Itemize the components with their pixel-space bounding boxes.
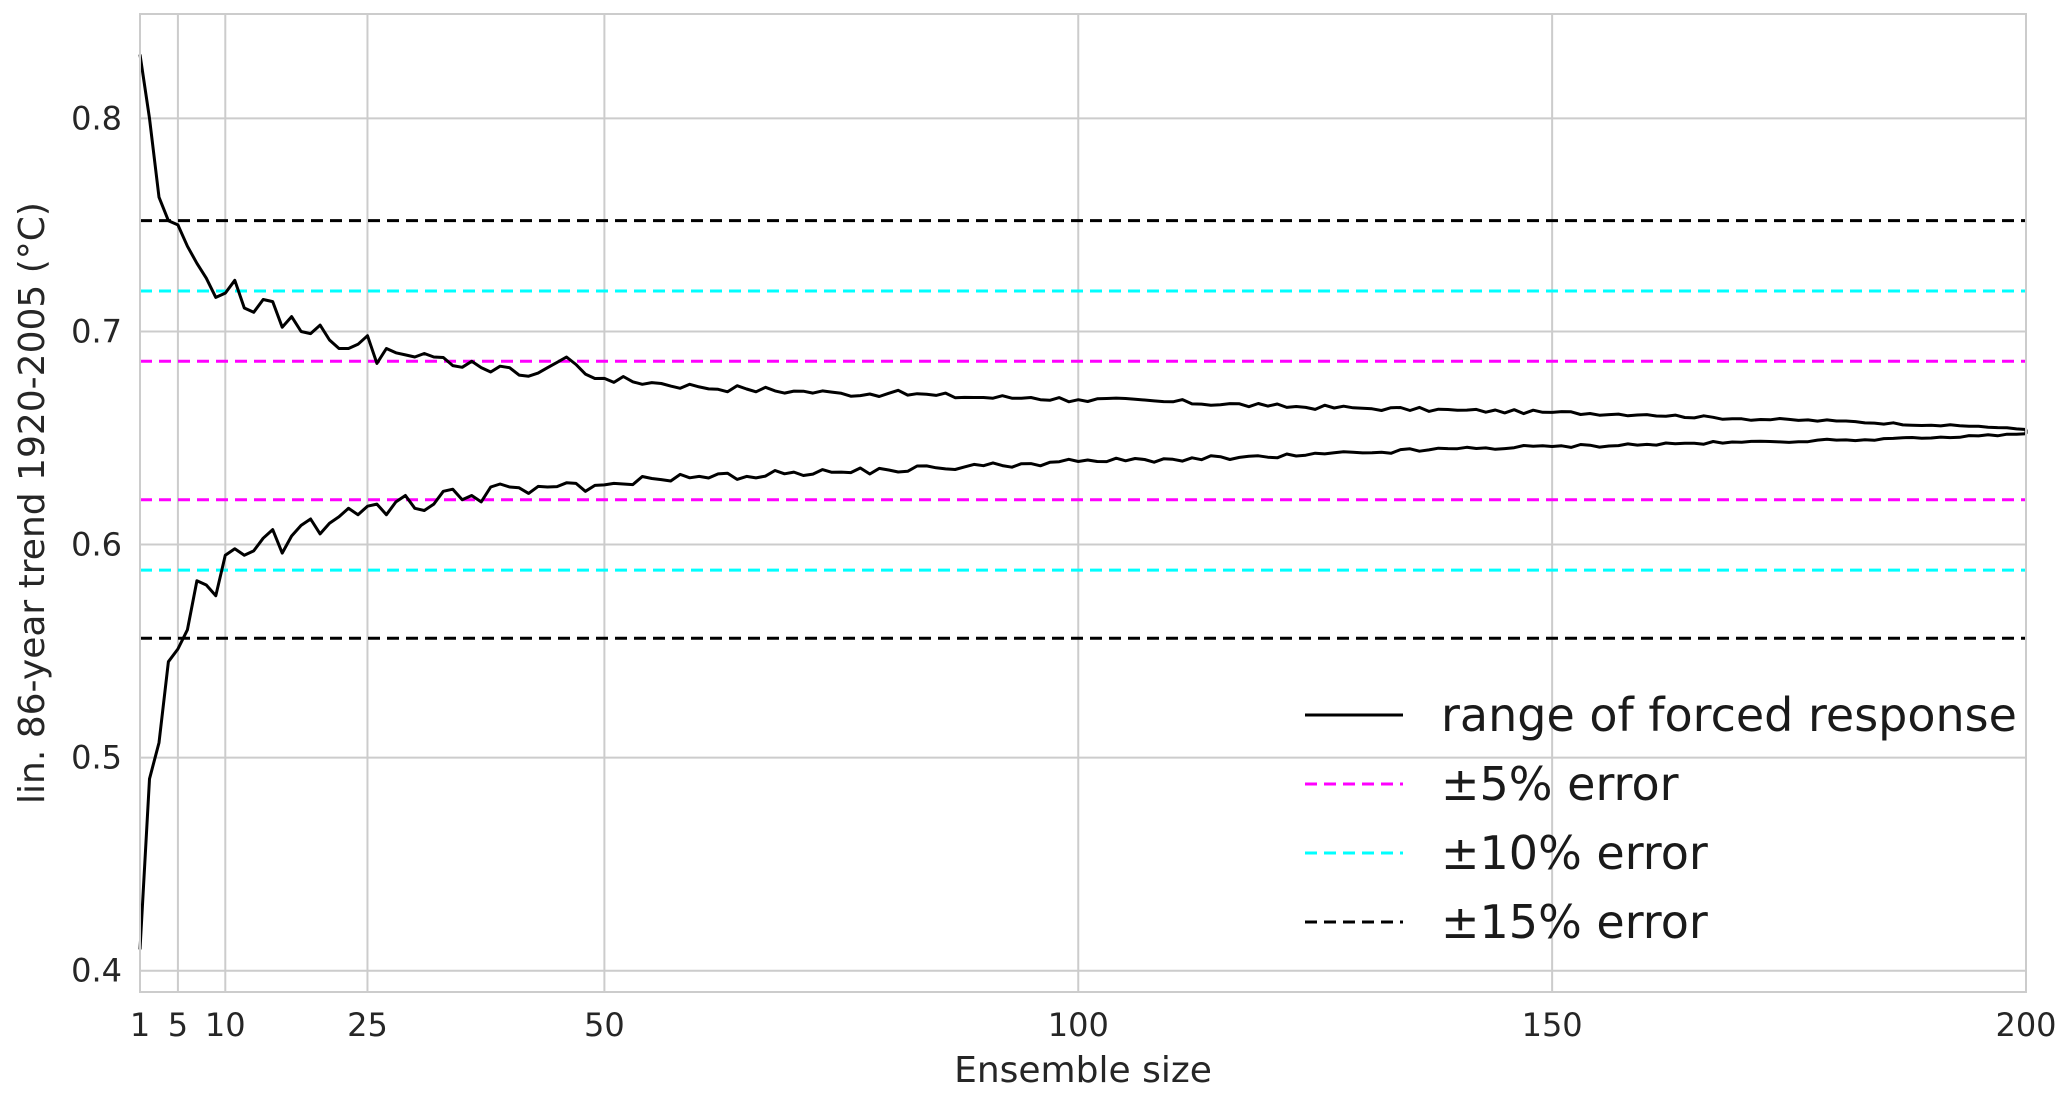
reference-lines	[140, 219, 2026, 640]
x-tick-label: 5	[168, 1006, 188, 1044]
x-tick-label: 150	[1522, 1006, 1583, 1044]
legend-label: ±5% error	[1441, 757, 1679, 811]
legend: range of forced response ±5% error ±10% er…	[1305, 688, 2017, 949]
y-tick-label: 0.7	[71, 312, 122, 350]
y-tick-label: 0.5	[71, 739, 122, 777]
x-tick-label: 10	[205, 1006, 246, 1044]
y-tick-labels: 0.4 0.5 0.6 0.7 0.8	[71, 99, 122, 989]
x-tick-label: 50	[584, 1006, 625, 1044]
lower-bound-line	[138, 432, 2027, 950]
y-tick-label: 0.8	[71, 99, 122, 137]
legend-label: ±15% error	[1441, 895, 1708, 949]
plot-frame	[139, 13, 2027, 993]
upper-bound-line	[138, 54, 2027, 431]
x-tick-label: 100	[1048, 1006, 1109, 1044]
legend-label: range of forced response	[1441, 688, 2017, 742]
grid	[139, 14, 2027, 992]
x-tick-label: 25	[347, 1006, 388, 1044]
x-tick-label: 1	[130, 1006, 150, 1044]
legend-label: ±10% error	[1441, 826, 1708, 880]
x-tick-label: 200	[1995, 1006, 2056, 1044]
x-axis-title: Ensemble size	[954, 1050, 1212, 1091]
y-tick-label: 0.6	[71, 526, 122, 564]
x-tick-labels: 1 5 10 25 50 100 150 200	[130, 1006, 2057, 1044]
y-axis-title: lin. 86-year trend 1920-2005 (°C)	[12, 202, 53, 804]
y-tick-label: 0.4	[71, 952, 122, 990]
